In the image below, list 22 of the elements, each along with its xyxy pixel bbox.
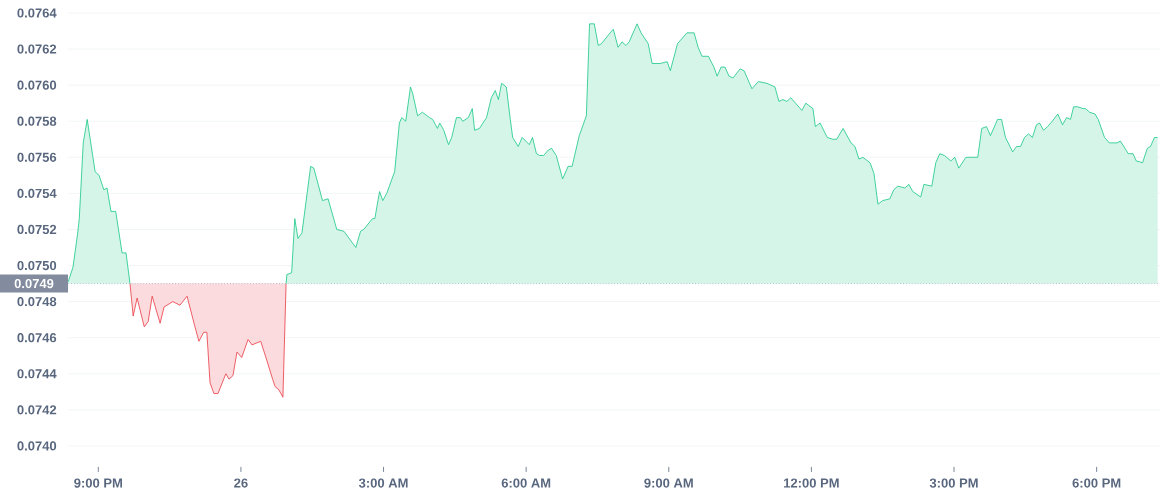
x-tick-label: 12:00 PM — [784, 478, 839, 488]
x-tick-label: 9:00 AM — [644, 478, 693, 488]
y-tick-label: 0.0762 — [17, 44, 57, 54]
x-tick-label: 3:00 PM — [929, 478, 978, 488]
y-tick-label: 0.0744 — [17, 369, 57, 379]
y-tick-label: 0.0748 — [17, 297, 57, 307]
y-tick-label: 0.0764 — [17, 8, 57, 18]
y-tick-label: 0.0756 — [17, 152, 57, 162]
y-tick-label: 0.0750 — [17, 260, 57, 271]
x-tick-label: 6:00 PM — [1072, 478, 1121, 488]
y-tick-label: 0.0740 — [17, 441, 57, 451]
y-tick-label: 0.0752 — [17, 224, 57, 235]
ref-line-label: 0.0749 — [14, 279, 54, 289]
y-tick-label: 0.0758 — [17, 116, 57, 126]
x-tick-label: 6:00 AM — [501, 478, 551, 488]
x-tick-label: 3:00 AM — [358, 478, 408, 488]
y-tick-label: 0.0754 — [17, 188, 57, 199]
x-tick-label: 9:00 PM — [74, 478, 122, 488]
y-tick-label: 0.0746 — [17, 333, 57, 343]
x-tick-label: 26 — [234, 478, 248, 488]
y-tick-label: 0.0760 — [17, 80, 57, 90]
y-tick-label: 0.0742 — [17, 405, 57, 415]
